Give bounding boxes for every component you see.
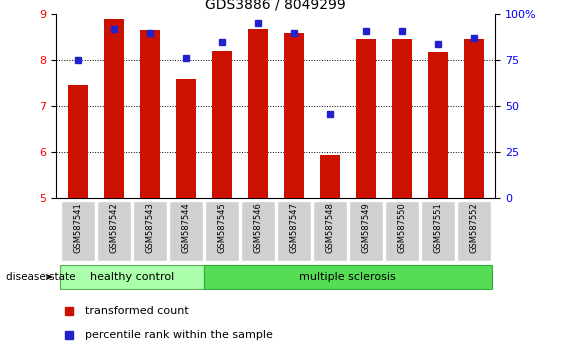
Bar [428, 52, 448, 198]
FancyBboxPatch shape [277, 201, 311, 261]
Text: GSM587551: GSM587551 [434, 202, 443, 253]
FancyBboxPatch shape [61, 201, 95, 261]
FancyBboxPatch shape [313, 201, 347, 261]
FancyBboxPatch shape [385, 201, 419, 261]
Text: GSM587550: GSM587550 [397, 202, 406, 253]
Bar [392, 40, 412, 198]
FancyBboxPatch shape [349, 201, 383, 261]
Text: GSM587542: GSM587542 [109, 202, 118, 253]
Text: GSM587543: GSM587543 [145, 202, 154, 253]
Text: GSM587552: GSM587552 [470, 202, 479, 253]
Bar [212, 51, 232, 198]
Bar [104, 19, 124, 198]
Bar [320, 154, 339, 198]
FancyBboxPatch shape [421, 201, 455, 261]
Text: transformed count: transformed count [85, 306, 189, 316]
Text: multiple sclerosis: multiple sclerosis [300, 272, 396, 282]
Bar [356, 40, 376, 198]
Text: GSM587548: GSM587548 [325, 202, 334, 253]
Text: percentile rank within the sample: percentile rank within the sample [85, 330, 272, 339]
Text: GSM587541: GSM587541 [73, 202, 82, 253]
FancyBboxPatch shape [169, 201, 203, 261]
FancyBboxPatch shape [457, 201, 491, 261]
Title: GDS3886 / 8049299: GDS3886 / 8049299 [205, 0, 346, 12]
Bar [140, 30, 160, 198]
Bar [284, 34, 304, 198]
FancyBboxPatch shape [97, 201, 131, 261]
Text: healthy control: healthy control [90, 272, 174, 282]
Bar [68, 85, 88, 198]
FancyBboxPatch shape [205, 201, 239, 261]
Bar [464, 40, 484, 198]
Bar [176, 79, 196, 198]
FancyBboxPatch shape [204, 265, 492, 289]
FancyBboxPatch shape [60, 265, 204, 289]
Text: GSM587546: GSM587546 [253, 202, 262, 253]
Text: GSM587545: GSM587545 [217, 202, 226, 253]
FancyBboxPatch shape [133, 201, 167, 261]
Bar [248, 29, 268, 198]
FancyBboxPatch shape [241, 201, 275, 261]
Text: GSM587549: GSM587549 [361, 202, 370, 253]
Text: GSM587544: GSM587544 [181, 202, 190, 253]
Text: GSM587547: GSM587547 [289, 202, 298, 253]
Text: disease state: disease state [6, 272, 75, 282]
